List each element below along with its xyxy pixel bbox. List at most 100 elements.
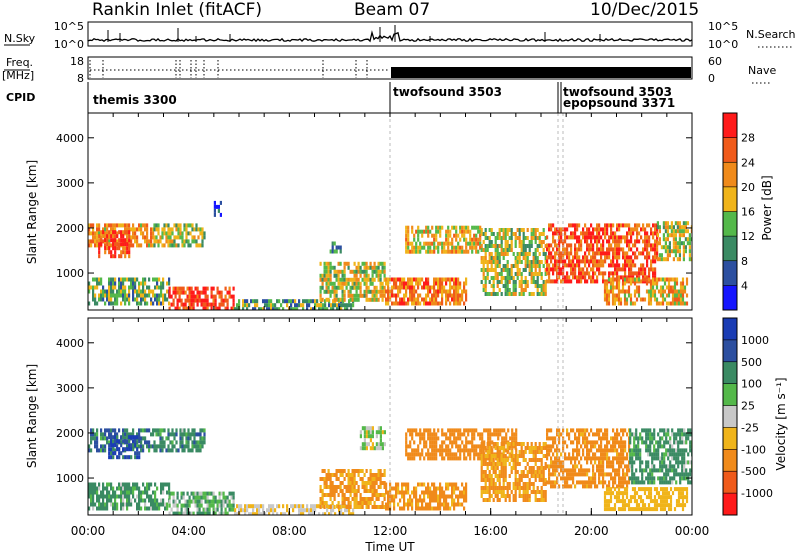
data-cell: [681, 293, 685, 298]
data-cell: [522, 288, 525, 292]
data-cell: [310, 299, 313, 304]
data-cell: [473, 448, 476, 453]
data-cell: [162, 297, 165, 302]
data-cell: [522, 228, 525, 232]
data-cell: [375, 285, 378, 290]
data-cell: [427, 452, 430, 457]
data-cell: [411, 293, 414, 298]
data-cell: [383, 261, 386, 266]
data-cell: [622, 468, 625, 473]
data-cell: [323, 493, 326, 497]
data-cell: [514, 462, 517, 466]
data-cell: [437, 498, 440, 503]
data-cell: [167, 239, 170, 244]
data-cell: [349, 277, 352, 282]
data-cell: [387, 301, 390, 306]
data-cell: [659, 293, 663, 298]
data-cell: [514, 474, 517, 478]
data-cell: [542, 498, 545, 502]
data-cell: [463, 432, 466, 437]
data-cell: [598, 468, 601, 473]
data-cell: [208, 499, 211, 504]
data-cell: [582, 468, 585, 473]
data-cell: [407, 490, 410, 495]
data-cell: [602, 271, 605, 276]
data-cell: [546, 255, 549, 260]
data-cell: [616, 448, 619, 453]
data-cell: [282, 299, 285, 304]
data-cell: [584, 444, 587, 449]
data-cell: [586, 428, 589, 433]
data-cell: [92, 482, 95, 487]
data-cell: [204, 306, 207, 310]
data-cell: [546, 464, 549, 469]
data-cell: [118, 242, 121, 247]
data-cell: [165, 239, 168, 244]
data-cell: [594, 484, 597, 489]
data-cell: [300, 303, 303, 308]
data-cell: [647, 297, 651, 302]
data-cell: [542, 264, 545, 268]
data-cell: [492, 470, 495, 474]
data-cell: [538, 292, 541, 296]
data-cell: [494, 466, 497, 470]
data-cell: [106, 436, 109, 441]
data-cell: [210, 306, 213, 310]
data-cell: [584, 223, 587, 228]
data-cell: [122, 432, 125, 437]
data-cell: [506, 252, 509, 256]
data-cell: [498, 264, 501, 268]
data-cell: [359, 505, 362, 509]
data-cell: [512, 498, 515, 502]
data-cell: [636, 227, 639, 232]
data-cell: [467, 249, 470, 254]
data-cell: [483, 428, 486, 433]
data-cell: [148, 494, 151, 499]
data-cell: [351, 293, 354, 298]
data-cell: [518, 482, 521, 486]
data-cell: [323, 269, 326, 274]
data-cell: [437, 506, 440, 511]
data-cell: [675, 281, 679, 286]
data-cell: [413, 486, 416, 491]
data-cell: [321, 469, 324, 473]
data-cell: [666, 229, 669, 234]
data-cell: [451, 456, 454, 461]
data-cell: [508, 272, 511, 276]
data-cell: [496, 244, 499, 248]
data-cell: [473, 444, 476, 449]
data-cell: [435, 456, 438, 461]
data-cell: [186, 286, 189, 291]
data-cell: [114, 448, 117, 453]
data-cell: [206, 511, 209, 515]
data-cell: [347, 501, 350, 505]
data-cell: [574, 223, 577, 228]
data-cell: [504, 236, 507, 240]
data-cell: [381, 493, 384, 497]
data-cell: [142, 498, 145, 503]
data-cell: [336, 504, 339, 509]
data-cell: [343, 261, 346, 266]
data-cell: [492, 498, 495, 502]
data-cell: [490, 466, 493, 470]
data-cell: [614, 456, 617, 461]
data-cell: [594, 259, 597, 264]
data-cell: [607, 289, 611, 294]
data-cell: [385, 297, 388, 302]
data-cell: [604, 251, 607, 256]
data-cell: [594, 227, 597, 232]
data-cell: [584, 472, 587, 477]
data-cell: [604, 436, 607, 441]
data-cell: [144, 498, 147, 503]
data-cell: [506, 288, 509, 292]
data-cell: [630, 231, 633, 236]
data-cell: [178, 511, 181, 515]
data-cell: [638, 267, 641, 272]
data-cell: [319, 501, 322, 505]
data-cell: [347, 289, 350, 294]
data-cell: [409, 297, 412, 302]
data-cell: [608, 255, 611, 260]
data-cell: [161, 440, 164, 445]
data-cell: [536, 264, 539, 268]
data-cell: [244, 508, 247, 513]
